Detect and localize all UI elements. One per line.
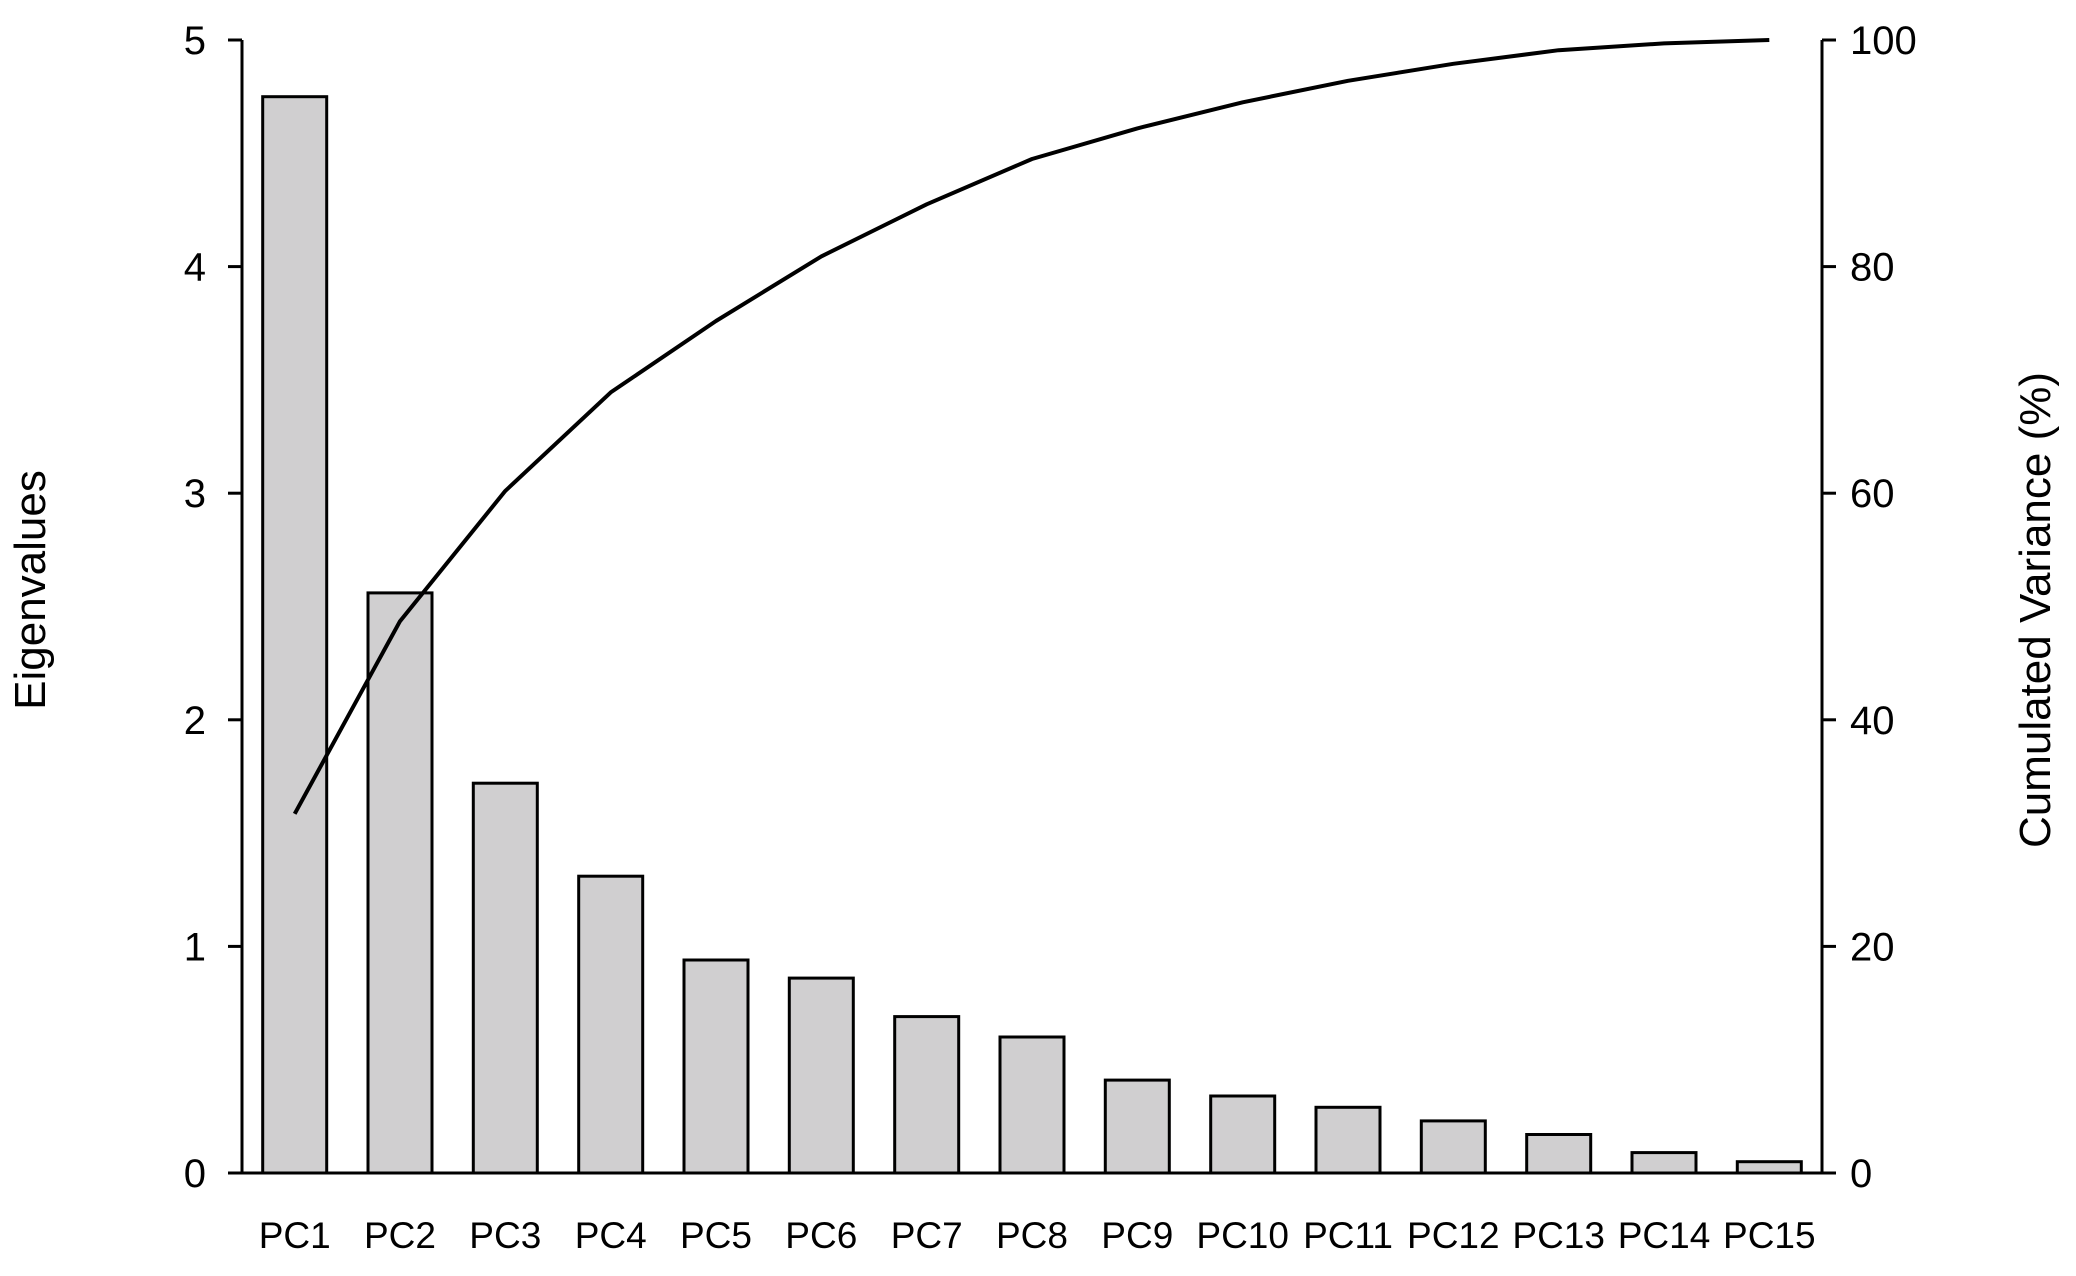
x-tick-label-pc13: PC13 — [1512, 1215, 1605, 1256]
x-tick-label-pc9: PC9 — [1101, 1215, 1173, 1256]
axes-layer — [228, 38, 1836, 1175]
x-tick-label-pc7: PC7 — [891, 1215, 963, 1256]
labels-layer: Eigenvalues Cumulated Variance (%) 0 1 2 3 4… — [6, 19, 2060, 1256]
bar-pc9 — [1103, 1078, 1171, 1175]
x-tick-label-pc3: PC3 — [469, 1215, 541, 1256]
bar-pc4 — [577, 874, 645, 1175]
bar-pc5 — [682, 958, 750, 1175]
left-y-tick-label: 2 — [184, 699, 206, 743]
bar-pc1 — [261, 95, 329, 1175]
x-tick-label-pc5: PC5 — [680, 1215, 752, 1256]
right-y-tick-label: 0 — [1850, 1152, 1872, 1196]
bar-pc8 — [998, 1035, 1066, 1175]
bar-pc6 — [787, 976, 855, 1175]
right-y-tick-label: 100 — [1850, 19, 1917, 63]
x-tick-label-pc8: PC8 — [996, 1215, 1068, 1256]
left-y-tick-label: 4 — [184, 246, 206, 290]
right-y-tick-label: 20 — [1850, 925, 1895, 969]
x-tick-label-pc10: PC10 — [1196, 1215, 1289, 1256]
cumulated-variance-line — [292, 38, 1770, 815]
right-y-tick-label: 60 — [1850, 472, 1895, 516]
bar-pc14 — [1630, 1151, 1698, 1175]
x-tick-label-pc14: PC14 — [1618, 1215, 1711, 1256]
bar-pc15 — [1735, 1160, 1803, 1175]
x-tick-label-pc15: PC15 — [1723, 1215, 1816, 1256]
left-y-tick-label: 0 — [184, 1152, 206, 1196]
y-axis-title-left: Eigenvalues — [6, 470, 55, 710]
y-axis-title-right: Cumulated Variance (%) — [2011, 372, 2060, 848]
x-tick-label-pc4: PC4 — [575, 1215, 647, 1256]
bar-pc10 — [1209, 1094, 1277, 1175]
right-y-tick-label: 40 — [1850, 699, 1895, 743]
left-y-tick-label: 5 — [184, 19, 206, 63]
bars-layer — [261, 95, 1803, 1175]
bar-pc2 — [366, 591, 434, 1175]
left-y-tick-label: 3 — [184, 472, 206, 516]
bar-pc12 — [1419, 1119, 1487, 1175]
right-y-tick-label: 80 — [1850, 246, 1895, 290]
x-tick-label-pc12: PC12 — [1407, 1215, 1500, 1256]
x-tick-label-pc1: PC1 — [259, 1215, 331, 1256]
x-tick-label-pc11: PC11 — [1303, 1215, 1393, 1256]
left-y-tick-label: 1 — [184, 925, 206, 969]
bar-pc11 — [1314, 1105, 1382, 1175]
bar-pc7 — [893, 1015, 961, 1175]
x-tick-label-pc2: PC2 — [364, 1215, 436, 1256]
x-tick-label-pc6: PC6 — [785, 1215, 857, 1256]
bar-pc13 — [1525, 1133, 1593, 1175]
line-layer — [292, 38, 1770, 815]
bar-pc3 — [471, 781, 539, 1175]
